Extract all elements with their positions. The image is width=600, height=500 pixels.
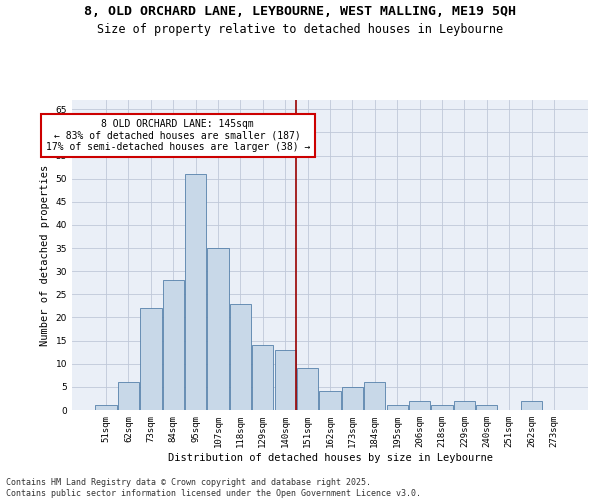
Bar [364, 382, 385, 410]
Bar [118, 382, 139, 410]
Bar [163, 280, 184, 410]
Bar [230, 304, 251, 410]
Bar [185, 174, 206, 410]
Bar [476, 406, 497, 410]
Text: 8, OLD ORCHARD LANE, LEYBOURNE, WEST MALLING, ME19 5QH: 8, OLD ORCHARD LANE, LEYBOURNE, WEST MAL… [84, 5, 516, 18]
Bar [454, 400, 475, 410]
Bar [342, 387, 363, 410]
Bar [95, 406, 117, 410]
Bar [275, 350, 296, 410]
Bar [319, 392, 341, 410]
Text: 8 OLD ORCHARD LANE: 145sqm
← 83% of detached houses are smaller (187)
17% of sem: 8 OLD ORCHARD LANE: 145sqm ← 83% of deta… [46, 118, 310, 152]
Bar [386, 406, 408, 410]
Bar [521, 400, 542, 410]
Y-axis label: Number of detached properties: Number of detached properties [40, 164, 50, 346]
Bar [409, 400, 430, 410]
Text: Size of property relative to detached houses in Leybourne: Size of property relative to detached ho… [97, 22, 503, 36]
Bar [252, 345, 274, 410]
X-axis label: Distribution of detached houses by size in Leybourne: Distribution of detached houses by size … [167, 452, 493, 462]
Bar [297, 368, 318, 410]
Text: Contains HM Land Registry data © Crown copyright and database right 2025.
Contai: Contains HM Land Registry data © Crown c… [6, 478, 421, 498]
Bar [140, 308, 161, 410]
Bar [208, 248, 229, 410]
Bar [431, 406, 452, 410]
